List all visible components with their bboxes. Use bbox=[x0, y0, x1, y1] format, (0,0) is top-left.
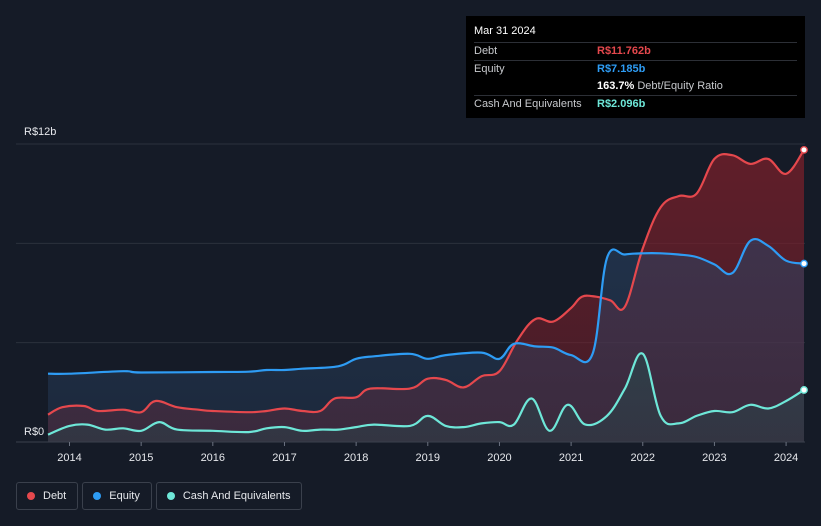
x-tick-label: 2021 bbox=[559, 452, 583, 464]
series-area-equity bbox=[48, 239, 804, 442]
tooltip-panel: Mar 31 2024 Debt R$11.762b Equity R$7.18… bbox=[466, 16, 805, 118]
x-tick-label: 2014 bbox=[57, 452, 81, 464]
tooltip-label bbox=[474, 78, 597, 95]
end-marker-equity bbox=[800, 259, 808, 268]
legend: Debt Equity Cash And Equivalents bbox=[16, 482, 303, 510]
x-tick-label: 2024 bbox=[774, 452, 798, 464]
legend-item-cash[interactable]: Cash And Equivalents bbox=[155, 482, 303, 510]
x-tick-label: 2018 bbox=[344, 452, 368, 464]
x-tick-label: 2020 bbox=[487, 452, 511, 464]
end-marker-debt bbox=[800, 146, 808, 154]
tooltip-row-ratio: 163.7% Debt/Equity Ratio bbox=[474, 78, 797, 95]
tooltip-value: 163.7% bbox=[597, 80, 635, 92]
series-area-cash-and-equivalents bbox=[48, 353, 804, 442]
series-line-debt bbox=[47, 149, 805, 416]
tooltip-date: Mar 31 2024 bbox=[474, 25, 536, 37]
legend-item-equity[interactable]: Equity bbox=[82, 482, 152, 510]
tooltip-label: Debt bbox=[474, 45, 498, 57]
series-lines bbox=[47, 149, 805, 436]
tooltip-label: Equity bbox=[474, 63, 505, 75]
end-marker-cash-and-equivalents bbox=[800, 386, 808, 394]
equity-dot-icon bbox=[93, 492, 102, 500]
x-tick-label: 2019 bbox=[416, 452, 440, 464]
x-tick-label: 2017 bbox=[272, 452, 296, 464]
legend-label: Debt bbox=[43, 490, 67, 502]
end-markers bbox=[800, 146, 808, 394]
legend-item-debt[interactable]: Debt bbox=[16, 482, 79, 510]
tooltip-row-debt: Debt R$11.762b bbox=[474, 42, 797, 60]
tooltip-value: R$2.096b bbox=[597, 98, 646, 110]
tooltip-value: R$11.762b bbox=[597, 45, 651, 57]
x-tick-label: 2023 bbox=[702, 452, 726, 464]
x-tick-label: 2016 bbox=[201, 452, 225, 464]
legend-label: Cash And Equivalents bbox=[182, 490, 291, 502]
tooltip-label: Cash And Equivalents bbox=[474, 98, 582, 110]
tooltip-row-equity: Equity R$7.185b bbox=[474, 60, 797, 78]
x-tick-label: 2022 bbox=[631, 452, 655, 464]
series-line-equity bbox=[47, 237, 805, 376]
series-areas bbox=[48, 149, 804, 442]
tooltip-suffix: Debt/Equity Ratio bbox=[637, 80, 723, 92]
debt-dot-icon bbox=[27, 492, 35, 500]
x-tick-label: 2015 bbox=[129, 452, 153, 464]
cash-dot-icon bbox=[166, 492, 175, 500]
tooltip-value: R$7.185b bbox=[597, 63, 646, 75]
series-line-cash-and-equivalents bbox=[47, 352, 805, 436]
y-tick-label-top: R$12b bbox=[24, 126, 56, 138]
x-axis-ticks: 2014 2015 2016 2017 2018 2019 2020 2021 2022 2023… bbox=[16, 441, 805, 464]
tooltip-row-cash: Cash And Equivalents R$2.096b bbox=[474, 95, 797, 113]
legend-label: Equity bbox=[109, 490, 140, 502]
y-tick-label-bottom: R$0 bbox=[24, 426, 44, 438]
